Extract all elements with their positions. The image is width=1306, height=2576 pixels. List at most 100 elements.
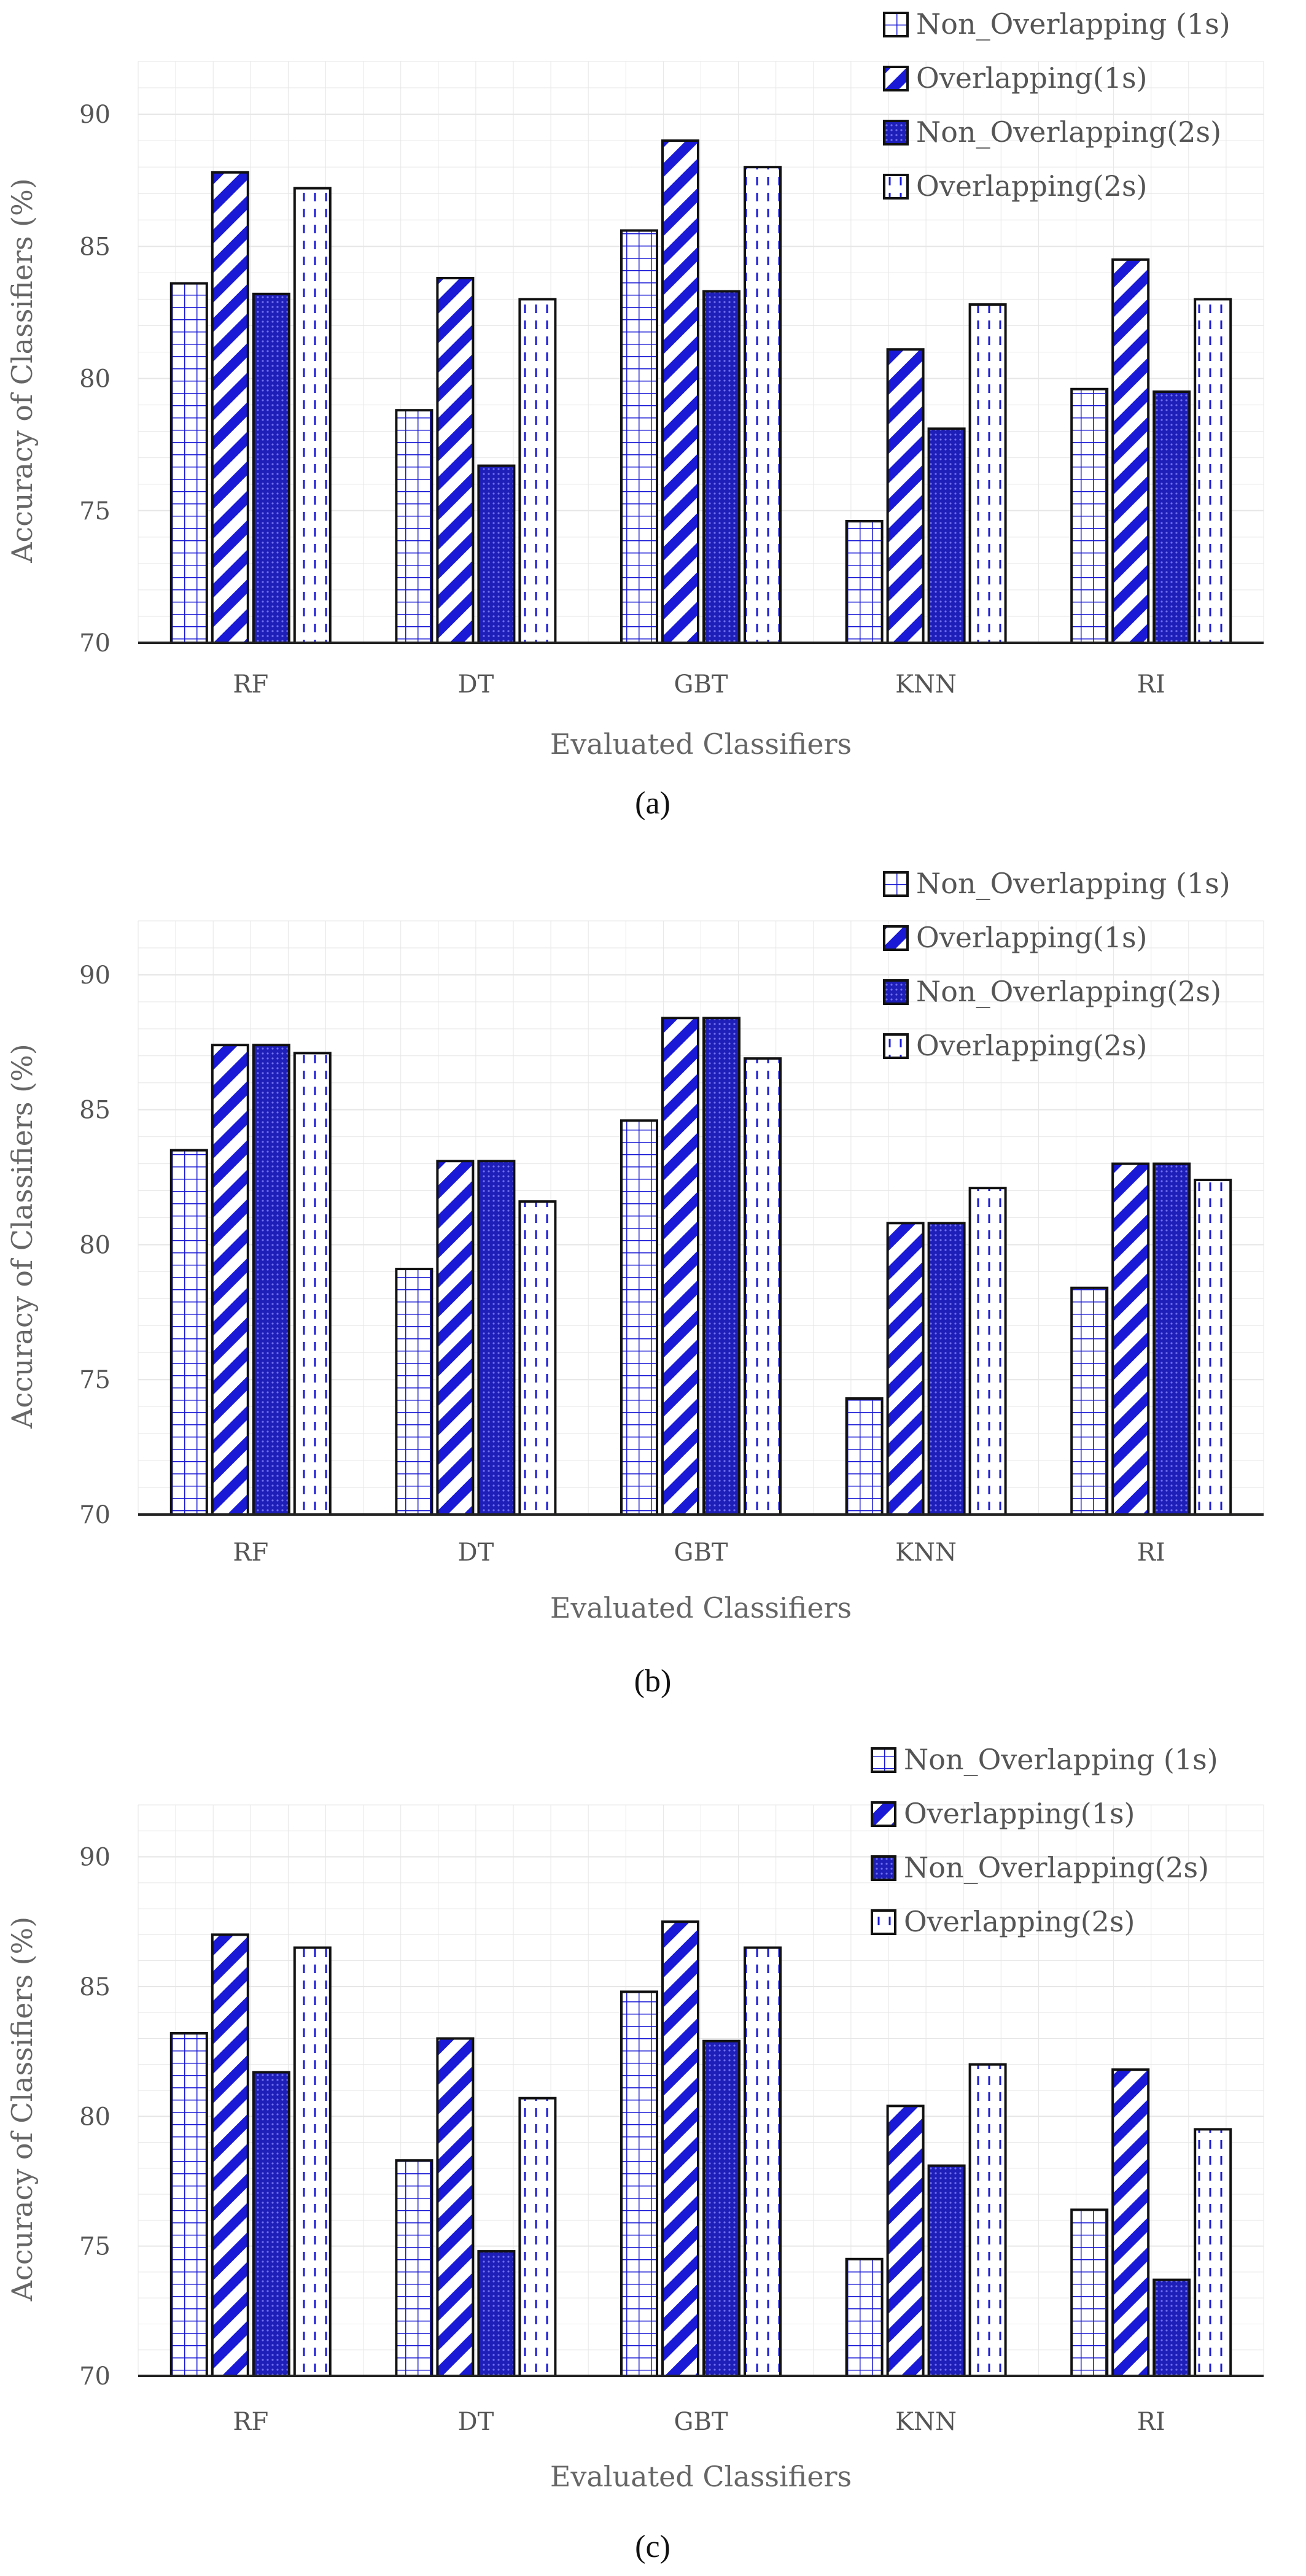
x-tick-label: GBT xyxy=(674,2408,728,2436)
bar-dt-series-4 xyxy=(518,1200,557,1516)
bar-rf-series-3 xyxy=(252,2071,290,2378)
bar-ri-series-4 xyxy=(1194,1178,1232,1516)
y-tick-label: 80 xyxy=(79,2103,111,2131)
legend: Non_Overlapping (1s) Overlapping(1s) Non_O… xyxy=(883,7,1230,203)
bar-rf-series-4 xyxy=(293,1946,332,2377)
legend-swatch-series-1 xyxy=(871,1747,896,1773)
x-tick-label: KNN xyxy=(895,1538,957,1567)
y-tick-label: 85 xyxy=(79,233,111,261)
x-tick-label: RI xyxy=(1137,2408,1165,2436)
y-tick-label: 90 xyxy=(79,101,111,129)
legend-swatch-series-2 xyxy=(883,925,909,951)
legend-label: Non_Overlapping (1s) xyxy=(904,1743,1218,1776)
x-tick-label: KNN xyxy=(895,670,957,699)
x-tick-label: DT xyxy=(458,2408,494,2436)
bar-gbt-series-1 xyxy=(620,1119,658,1516)
chart-panel-c: 70 75 80 85 90 RF DT GBT KNN RI Evaluated Classifi… xyxy=(6,1743,1264,2564)
bar-rf-series-3 xyxy=(252,292,290,644)
x-tick-label: GBT xyxy=(674,670,728,699)
bar-rf-series-3 xyxy=(252,1044,290,1516)
bar-rf-series-4 xyxy=(293,187,332,645)
bar-ri-series-3 xyxy=(1152,1162,1191,1516)
bar-dt-series-3 xyxy=(477,464,516,644)
bar-knn-series-1 xyxy=(845,1397,884,1516)
y-tick-label: 70 xyxy=(79,1501,111,1529)
y-tick-label: 80 xyxy=(79,365,111,394)
bar-dt-series-1 xyxy=(395,1268,433,1516)
bar-ri-series-2 xyxy=(1111,2068,1150,2378)
bar-dt-series-1 xyxy=(395,2159,433,2378)
bar-knn-series-1 xyxy=(845,2257,884,2377)
y-tick-label: 70 xyxy=(79,2362,111,2391)
legend-swatch-series-1 xyxy=(883,12,909,37)
bar-dt-series-4 xyxy=(518,298,557,644)
bar-gbt-series-1 xyxy=(620,229,658,644)
y-tick-label: 90 xyxy=(79,961,111,990)
bar-ri-series-3 xyxy=(1152,390,1191,644)
legend-label: Non_Overlapping(2s) xyxy=(904,1851,1209,1884)
legend-label: Non_Overlapping(2s) xyxy=(916,115,1221,149)
bar-knn-series-4 xyxy=(968,1187,1007,1516)
bar-gbt-series-3 xyxy=(702,2039,740,2378)
bar-gbt-series-2 xyxy=(661,139,699,645)
bar-ri-series-1 xyxy=(1070,1286,1109,1516)
bar-gbt-series-4 xyxy=(744,1057,782,1516)
y-tick-label: 75 xyxy=(79,497,111,526)
panel-caption: (b) xyxy=(634,1664,672,1699)
bar-dt-series-2 xyxy=(436,1160,475,1516)
bar-ri-series-2 xyxy=(1111,258,1150,645)
bar-knn-series-2 xyxy=(886,348,925,644)
legend-swatch-series-3 xyxy=(871,1855,896,1881)
bar-knn-series-4 xyxy=(968,303,1007,644)
legend-label: Non_Overlapping (1s) xyxy=(916,7,1230,41)
bar-ri-series-4 xyxy=(1194,298,1232,644)
chart-panel-b: 70 75 80 85 90 RF DT GBT KNN RI Evaluated Classifi… xyxy=(6,867,1264,1699)
bar-gbt-series-2 xyxy=(661,1017,699,1516)
legend-swatch-series-3 xyxy=(883,120,909,145)
y-tick-label: 75 xyxy=(79,2233,111,2261)
x-axis-label: Evaluated Classifiers xyxy=(550,1591,852,1624)
x-tick-label: DT xyxy=(458,1538,494,1567)
bar-rf-series-2 xyxy=(211,1933,249,2377)
x-axis-label: Evaluated Classifiers xyxy=(550,2460,852,2493)
legend-swatch-series-4 xyxy=(871,1909,896,1935)
bar-ri-series-3 xyxy=(1152,2278,1191,2377)
x-tick-label: DT xyxy=(458,670,494,699)
legend-label: Overlapping(1s) xyxy=(904,1797,1135,1830)
y-tick-label: 85 xyxy=(79,1096,111,1125)
bar-gbt-series-2 xyxy=(661,1920,699,2377)
panel-caption: (c) xyxy=(635,2529,670,2564)
legend-label: Overlapping(2s) xyxy=(916,1029,1148,1062)
legend-swatch-series-4 xyxy=(883,174,909,200)
bar-knn-series-3 xyxy=(927,1222,966,1516)
y-tick-label: 85 xyxy=(79,1973,111,2001)
x-tick-label: RF xyxy=(233,1538,268,1567)
bar-rf-series-1 xyxy=(169,1149,208,1516)
bar-ri-series-4 xyxy=(1194,2128,1232,2378)
bar-rf-series-2 xyxy=(211,171,249,645)
y-axis-label: Accuracy of Classifiers (%) xyxy=(6,1917,39,2302)
bar-dt-series-4 xyxy=(518,2097,557,2378)
bar-gbt-series-3 xyxy=(702,1017,740,1516)
legend-label: Overlapping(2s) xyxy=(916,169,1148,203)
chart-panel-a: 70 75 80 85 90 RF DT GBT KNN RI Evaluated Classifi… xyxy=(6,7,1264,821)
x-tick-label: RI xyxy=(1137,670,1165,699)
bar-rf-series-1 xyxy=(169,282,208,644)
x-tick-label: RF xyxy=(233,2408,268,2436)
bar-dt-series-3 xyxy=(477,2250,516,2377)
y-axis-label: Accuracy of Classifiers (%) xyxy=(6,1044,39,1429)
y-axis-label: Accuracy of Classifiers (%) xyxy=(6,178,39,563)
bar-ri-series-1 xyxy=(1070,2208,1109,2378)
legend-swatch-series-1 xyxy=(883,871,909,897)
bar-dt-series-2 xyxy=(436,2037,475,2378)
legend-label: Overlapping(2s) xyxy=(904,1905,1135,1938)
legend-label: Non_Overlapping (1s) xyxy=(916,867,1230,900)
x-tick-label: KNN xyxy=(895,2408,957,2436)
legend-label: Non_Overlapping(2s) xyxy=(916,975,1221,1008)
legend-label: Overlapping(1s) xyxy=(916,921,1148,954)
legend-swatch-series-3 xyxy=(883,979,909,1005)
y-tick-label: 70 xyxy=(79,629,111,658)
bar-knn-series-1 xyxy=(845,519,884,644)
bar-dt-series-3 xyxy=(477,1160,516,1516)
